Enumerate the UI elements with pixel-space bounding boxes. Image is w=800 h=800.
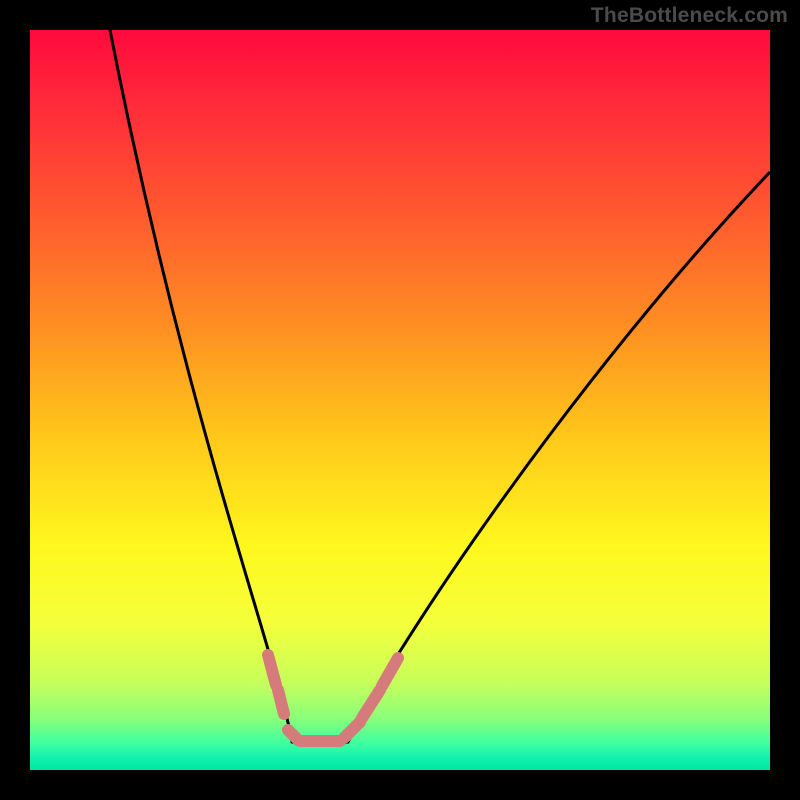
marker-segment xyxy=(344,722,360,738)
bottleneck-curve xyxy=(110,30,770,745)
watermark-text: TheBottleneck.com xyxy=(591,4,788,28)
plot-area xyxy=(30,30,770,770)
marker-segment xyxy=(382,658,398,686)
optimal-region-markers xyxy=(268,655,398,741)
marker-segment xyxy=(278,690,284,714)
marker-segment xyxy=(362,690,380,718)
chart-frame: TheBottleneck.com xyxy=(0,0,800,800)
marker-segment xyxy=(268,655,276,685)
curve-layer xyxy=(30,30,770,770)
